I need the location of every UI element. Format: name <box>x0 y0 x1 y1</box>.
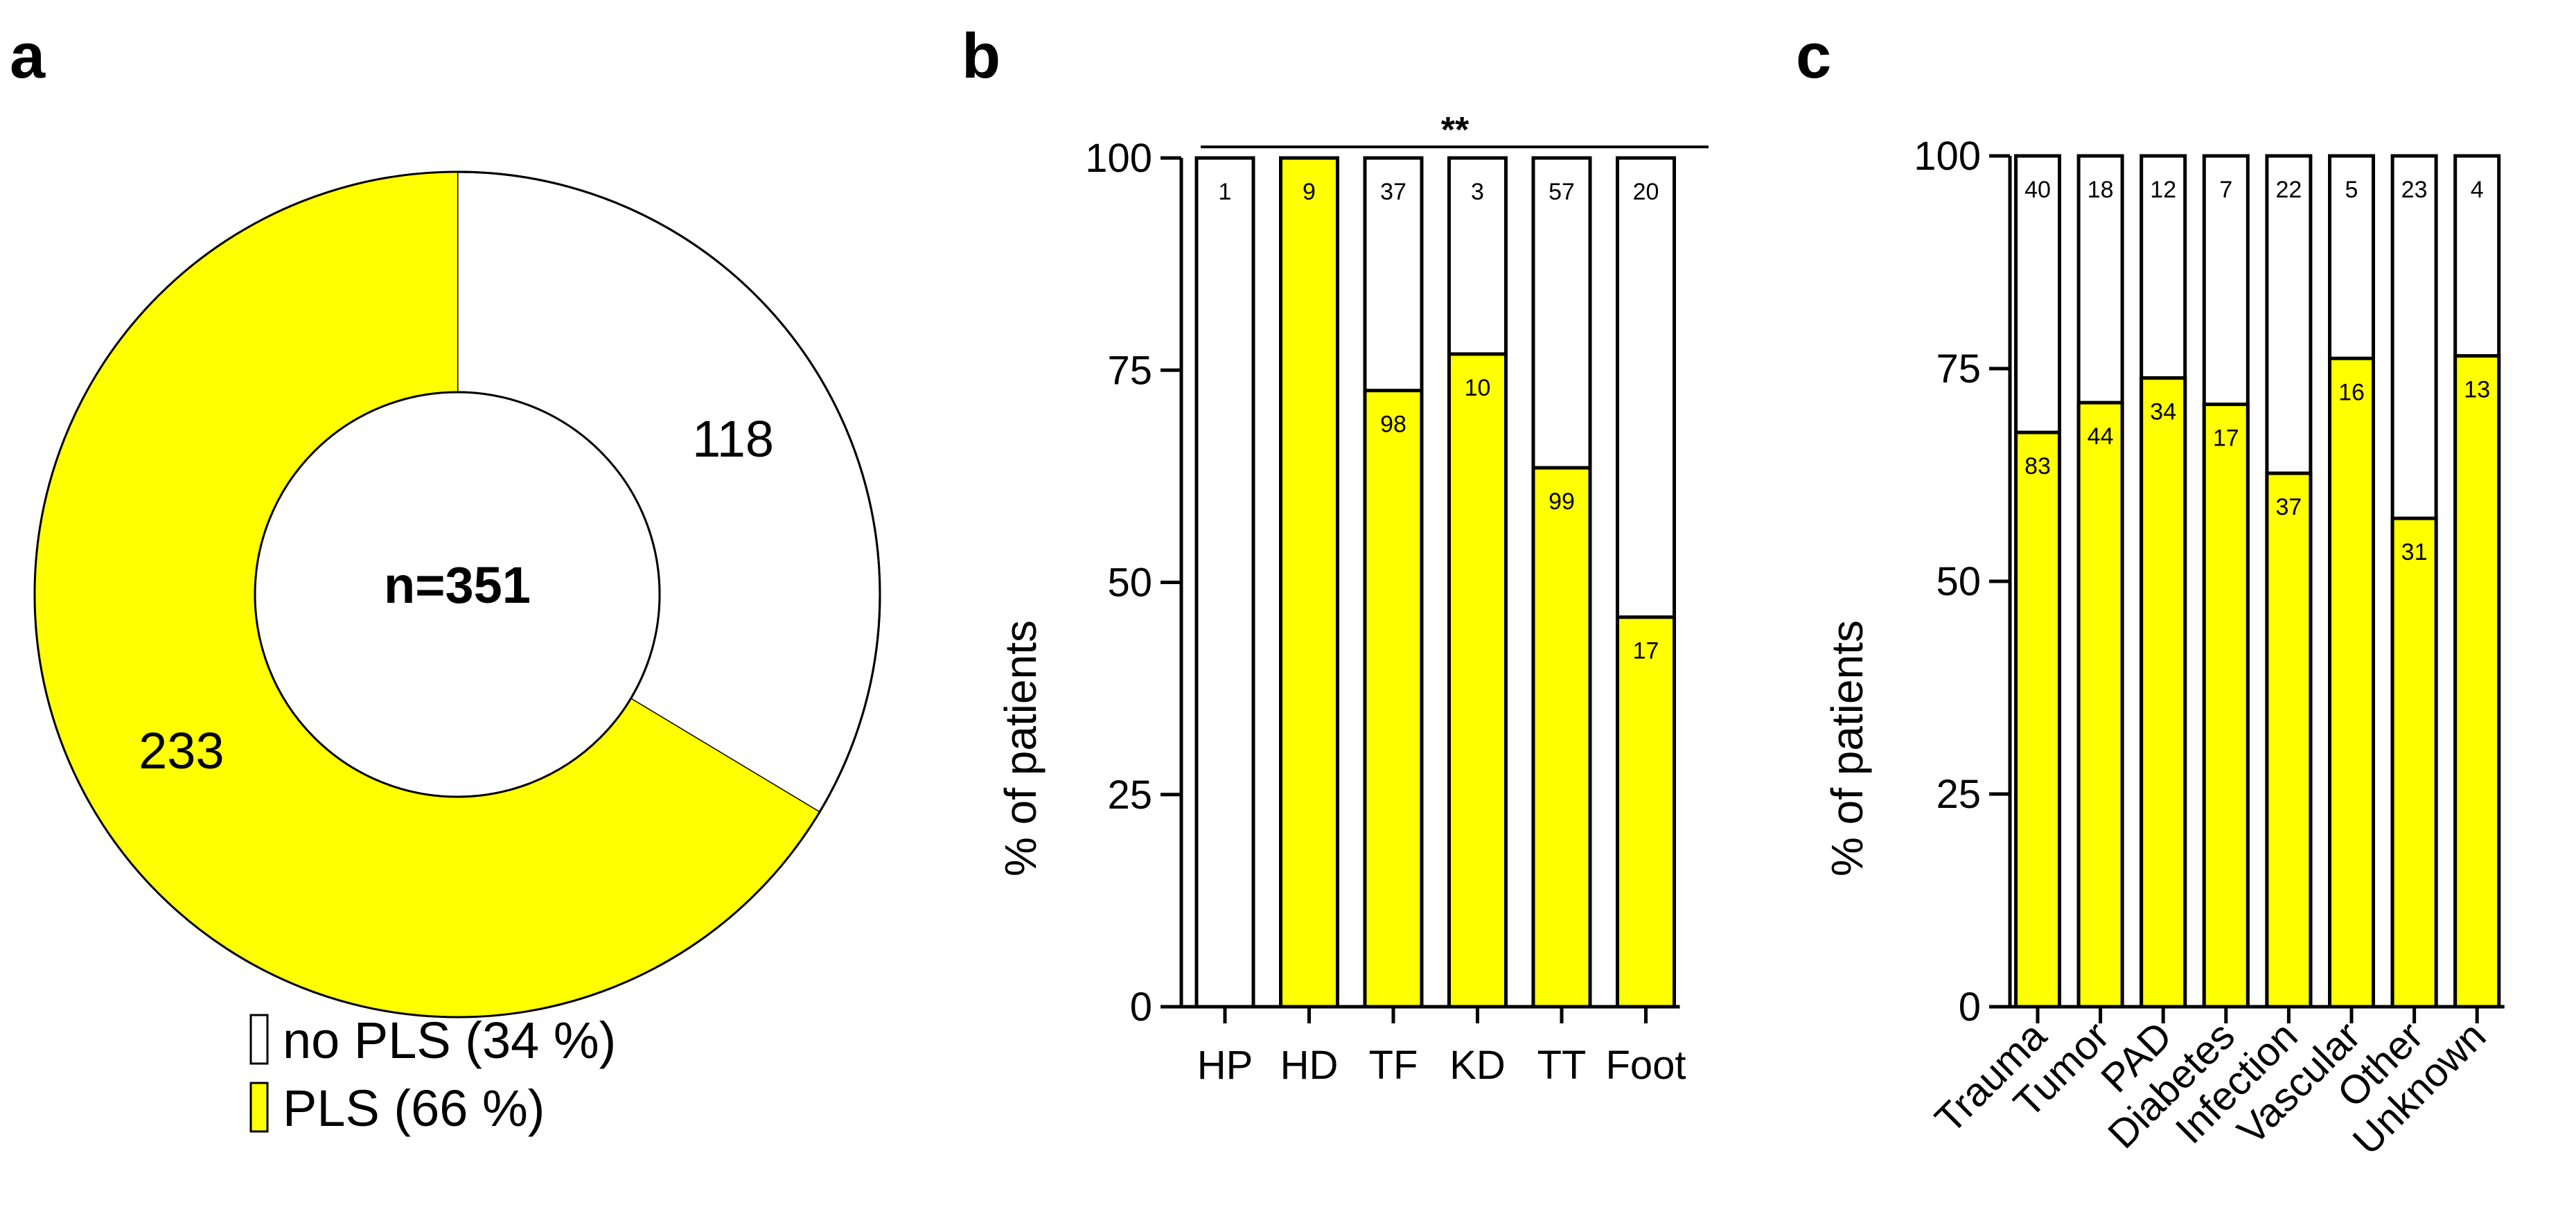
y-tick-label-100: 100 <box>1085 136 1152 181</box>
bar-pls-kd <box>1447 352 1508 1009</box>
bar-pls-tt <box>1531 466 1592 1009</box>
bar-pls-tf <box>1363 389 1424 1009</box>
x-tick-label-tt: TT <box>1537 1043 1587 1088</box>
bar-pls-infection <box>2265 471 2313 1009</box>
bar-pls-foot <box>1616 615 1676 1009</box>
y-tick-label-25: 25 <box>1936 772 1981 817</box>
donut-inner-outline <box>254 391 661 798</box>
bar-pls-tumor <box>2076 400 2124 1009</box>
count-pls-foot: 17 <box>1633 638 1659 664</box>
count-pls-vascular: 16 <box>2338 379 2365 405</box>
panel-c-letter: c <box>1796 21 1831 91</box>
count-no-pls-vascular: 5 <box>2345 177 2358 203</box>
donut-count-pls: 233 <box>139 722 224 779</box>
x-tick-label-foot: Foot <box>1605 1043 1686 1088</box>
count-no-pls-trauma: 40 <box>2024 177 2051 203</box>
bar-pls-trauma <box>2014 430 2061 1009</box>
panel-b-letter: b <box>962 21 1000 91</box>
count-pls-unknown: 13 <box>2464 377 2490 403</box>
count-pls-trauma: 83 <box>2024 453 2051 479</box>
x-tick-label-kd: KD <box>1449 1043 1506 1088</box>
legend-swatch-pls <box>249 1082 269 1133</box>
y-tick-label-50: 50 <box>1936 559 1981 604</box>
panel-a-letter: a <box>10 21 46 91</box>
bar-pls-other <box>2390 516 2438 1009</box>
count-pls-tf: 98 <box>1380 412 1406 438</box>
count-pls-tumor: 44 <box>2088 423 2114 450</box>
y-tick-label-25: 25 <box>1107 773 1152 818</box>
count-pls-other: 31 <box>2401 539 2428 565</box>
y-tick-label-75: 75 <box>1936 346 1981 391</box>
count-pls-tt: 99 <box>1549 488 1575 515</box>
count-pls-kd: 10 <box>1465 375 1491 401</box>
y-tick-label-100: 100 <box>1914 134 1981 179</box>
y-tick-label-0: 0 <box>1130 985 1152 1030</box>
legend-label-pls: PLS (66 %) <box>283 1079 545 1137</box>
count-no-pls-other: 23 <box>2401 177 2428 203</box>
count-pls-pad: 34 <box>2150 399 2176 425</box>
legend-label-no-pls: no PLS (34 %) <box>283 1012 616 1069</box>
bar-chart-cause: % of patients 02550751004083Trauma1844Tu… <box>1822 134 2505 1163</box>
count-no-pls-kd: 3 <box>1471 179 1484 205</box>
significance-marker: ** <box>1441 110 1470 150</box>
count-pls-hd: 9 <box>1303 179 1316 205</box>
count-no-pls-unknown: 4 <box>2471 177 2484 203</box>
count-pls-infection: 37 <box>2275 494 2302 520</box>
legend-swatch-no-pls <box>249 1014 269 1065</box>
bar-pls-hd <box>1279 156 1339 1009</box>
x-tick-label-hp: HP <box>1197 1043 1253 1088</box>
x-tick-label-tf: TF <box>1369 1043 1418 1088</box>
bar-pls-pad <box>2140 376 2187 1009</box>
donut-slice-pls <box>35 172 820 1018</box>
bar-no-pls-hp <box>1194 156 1255 1009</box>
bar-pls-vascular <box>2328 356 2375 1009</box>
count-no-pls-pad: 12 <box>2150 177 2176 203</box>
donut-outer-outline <box>33 170 881 1019</box>
count-pls-diabetes: 17 <box>2213 425 2239 452</box>
y-tick-label-0: 0 <box>1959 985 1981 1030</box>
count-no-pls-tf: 37 <box>1380 179 1406 205</box>
bar-pls-diabetes <box>2202 403 2250 1009</box>
bar-pls-unknown <box>2453 354 2501 1009</box>
y-axis-title-c: % of patients <box>1822 620 1872 876</box>
bar-chart-amputation-level: % of patients ** 0 25 50 75 100 1 HP 9 HD 37 98 TF 3… <box>996 110 1709 1088</box>
y-axis-title-b: % of patients <box>996 620 1046 876</box>
donut-count-no-pls: 118 <box>692 410 774 468</box>
donut-center-label: n=351 <box>384 556 531 614</box>
count-no-pls-foot: 20 <box>1633 179 1659 205</box>
count-no-pls-infection: 22 <box>2275 177 2302 203</box>
count-no-pls-diabetes: 7 <box>2219 177 2232 203</box>
y-tick-label-50: 50 <box>1107 561 1152 606</box>
x-tick-label-hd: HD <box>1280 1043 1339 1088</box>
count-no-pls-tt: 57 <box>1549 179 1575 205</box>
count-no-pls-tumor: 18 <box>2088 177 2114 203</box>
count-no-pls-hp: 1 <box>1219 179 1232 205</box>
y-tick-label-75: 75 <box>1107 348 1152 393</box>
donut-chart: 118 233 no PLS (34 %) PLS (66 %) n=351 <box>33 170 881 1137</box>
